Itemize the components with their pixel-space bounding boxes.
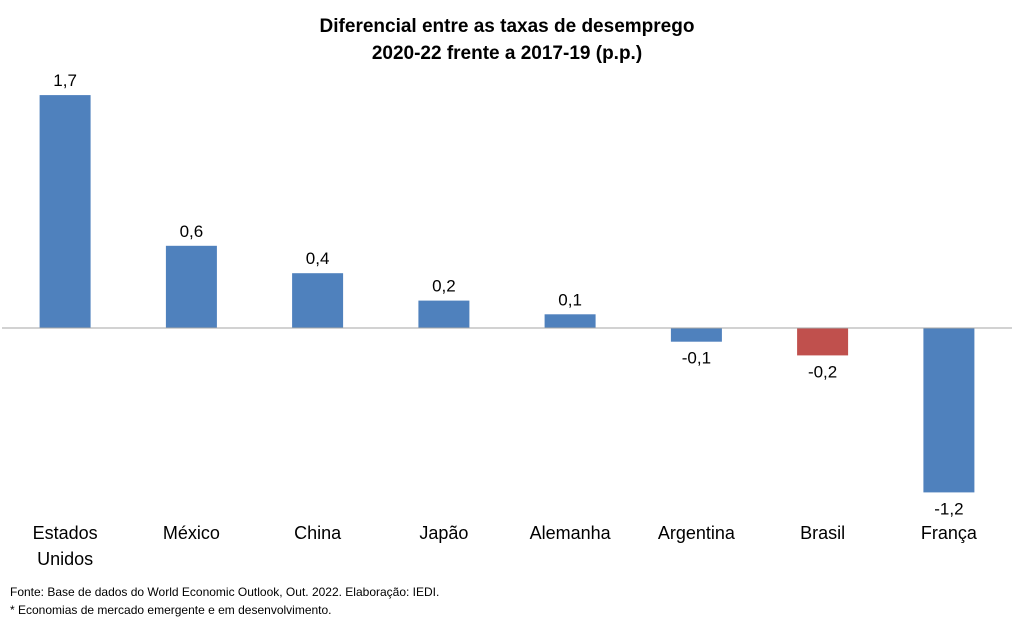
category-label-brasil: Brasil [800, 523, 845, 543]
bar-estados-unidos [39, 95, 91, 328]
category-label-china: China [294, 523, 342, 543]
category-label-alemanha: Alemanha [530, 523, 612, 543]
data-label-japao: 0,2 [432, 277, 456, 296]
category-label-franca: França [921, 523, 978, 543]
bar-alemanha [544, 314, 596, 328]
bar-franca [923, 328, 975, 493]
category-label-argentina: Argentina [658, 523, 736, 543]
chart-title-line-1: Diferencial entre as taxas de desemprego [320, 16, 695, 37]
source-note: Fonte: Base de dados do World Economic O… [10, 585, 440, 599]
bar-mexico [165, 245, 217, 328]
data-label-mexico: 0,6 [180, 222, 204, 241]
data-label-argentina: -0,1 [682, 349, 711, 368]
chart-title-line-2: 2020-22 frente a 2017-19 (p.p.) [372, 43, 642, 64]
category-label-estados-unidos-line-1: Estados [33, 523, 98, 543]
category-label-estados-unidos-line-2: Unidos [37, 549, 93, 569]
data-label-brasil: -0,2 [808, 362, 837, 381]
bar-brasil [797, 328, 849, 356]
bar-japao [418, 300, 470, 328]
bar-argentina [670, 328, 722, 342]
data-label-estados-unidos: 1,7 [53, 71, 77, 90]
footnote-asterisk: * Economias de mercado emergente e em de… [10, 603, 332, 617]
bars [39, 95, 975, 493]
category-label-mexico: México [163, 523, 220, 543]
data-label-china: 0,4 [306, 249, 330, 268]
data-labels: 1,7 0,6 0,4 0,2 0,1 -0,1 -0,2 -1,2 [53, 71, 963, 518]
chart-title: Diferencial entre as taxas de desemprego… [320, 16, 695, 64]
data-label-alemanha: 0,1 [558, 290, 582, 309]
category-label-japao: Japão [419, 523, 468, 543]
bar-china [292, 273, 344, 328]
data-label-franca: -1,2 [934, 499, 963, 518]
category-labels: Estados Unidos México China Japão Alemanha Arg… [33, 523, 978, 569]
